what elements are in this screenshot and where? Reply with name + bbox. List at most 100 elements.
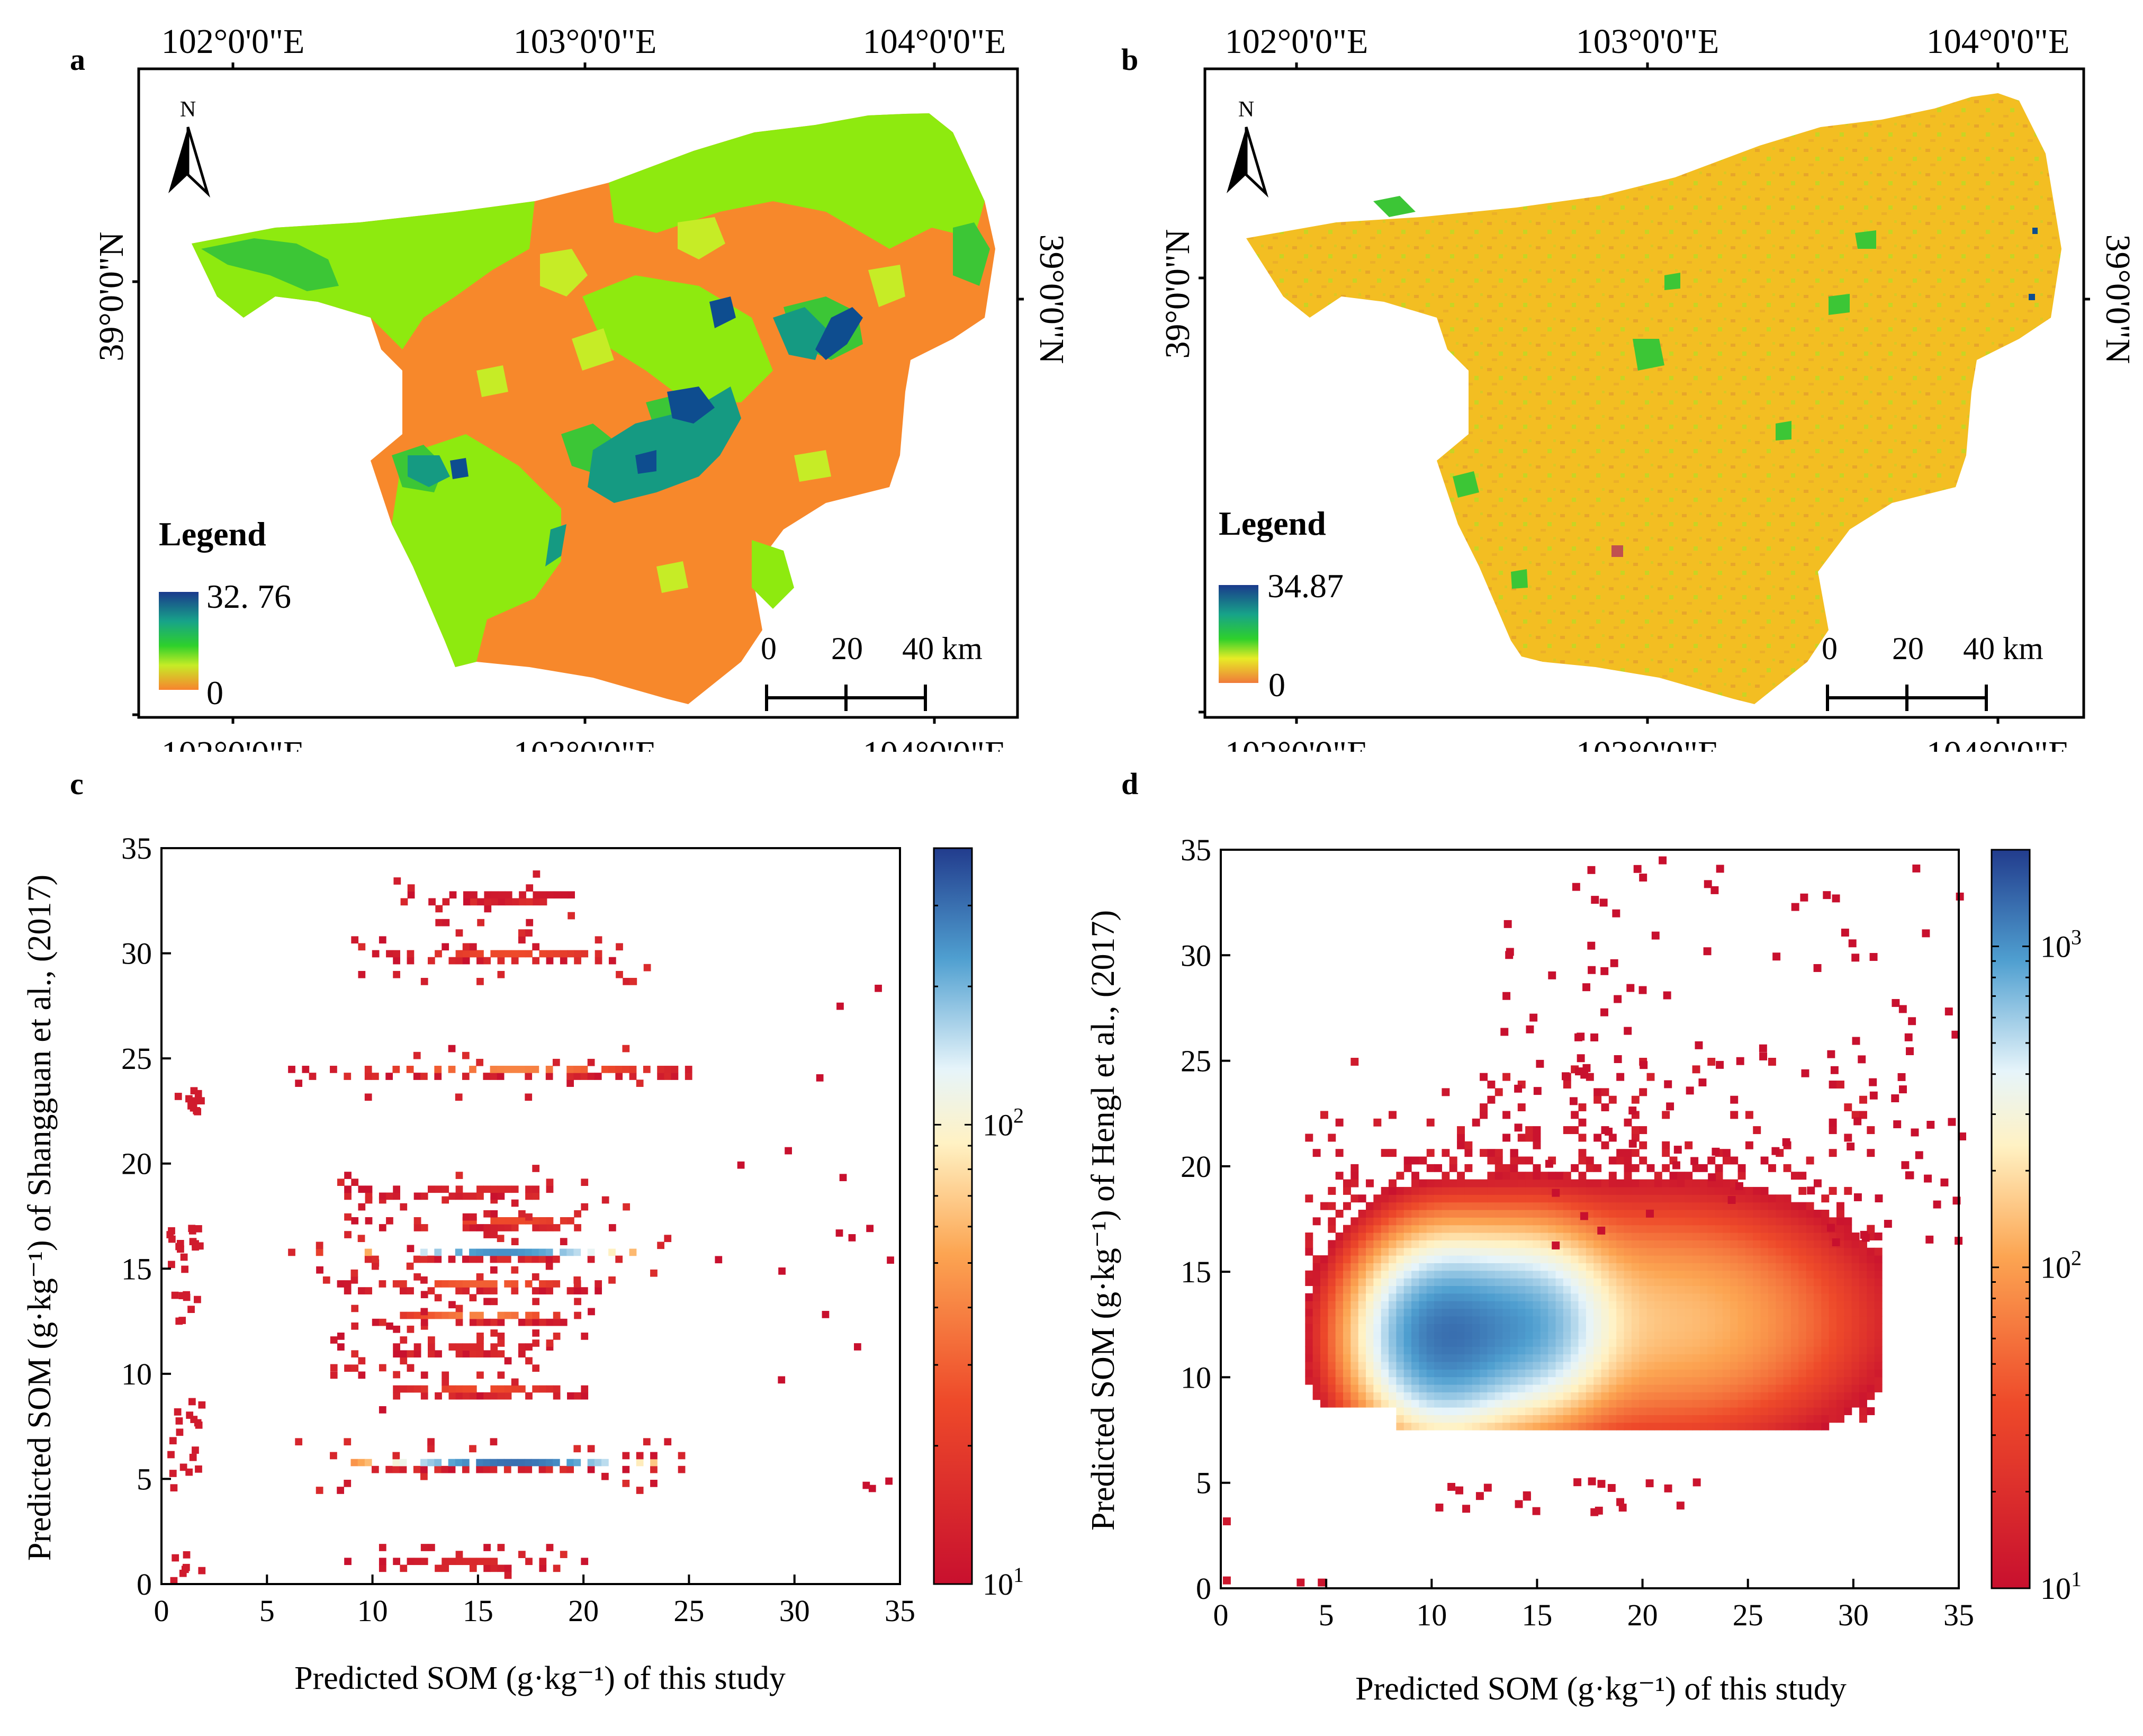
density-cell <box>1677 1278 1685 1287</box>
density-cell <box>1851 1293 1860 1301</box>
density-cell <box>1328 1316 1336 1324</box>
density-cell <box>1844 1346 1852 1355</box>
density-cell <box>1859 1369 1867 1378</box>
density-cell <box>448 1558 456 1566</box>
density-cell <box>1772 952 1781 961</box>
density-cell <box>1578 1179 1587 1188</box>
density-cell <box>1373 1399 1382 1408</box>
density-cell <box>1502 1225 1511 1233</box>
density-cell <box>490 1459 498 1467</box>
density-cell <box>1578 1354 1587 1362</box>
density-cell <box>1624 1149 1632 1157</box>
density-cell <box>1813 1240 1822 1248</box>
density-cell <box>1624 1308 1632 1317</box>
density-cell <box>1426 1233 1435 1240</box>
density-cell <box>1654 1354 1662 1362</box>
density-cell <box>1874 1346 1883 1355</box>
density-cell <box>1502 1324 1511 1332</box>
density-cell <box>1616 1240 1625 1248</box>
density-cell <box>1654 1301 1662 1309</box>
density-cell <box>1730 1225 1739 1233</box>
y-tick-label: 15 <box>121 1252 152 1286</box>
density-cell <box>1434 1338 1443 1347</box>
density-cell <box>1654 1392 1662 1400</box>
density-cell <box>1578 1134 1587 1142</box>
density-cell <box>567 950 574 958</box>
density-cell <box>1699 1240 1708 1248</box>
density-cell <box>1753 1399 1761 1408</box>
density-cell <box>1654 1361 1662 1370</box>
density-cell <box>1480 1301 1488 1309</box>
density-cell <box>1586 1316 1594 1324</box>
y-tick-label: 20 <box>1181 1149 1211 1184</box>
density-cell <box>1836 1346 1844 1355</box>
density-cell <box>1836 1202 1844 1210</box>
density-cell <box>1692 1217 1700 1226</box>
density-cell <box>1305 1338 1313 1347</box>
density-cell <box>664 1073 672 1080</box>
density-cell <box>1320 1278 1328 1287</box>
density-cell <box>1381 1263 1389 1271</box>
density-cell <box>1502 1255 1511 1264</box>
density-cell <box>587 1445 595 1453</box>
density-cell <box>1821 1247 1830 1256</box>
density-cell <box>455 1459 463 1467</box>
density-cell <box>1601 1361 1609 1370</box>
density-cell <box>1457 1263 1465 1271</box>
density-cell <box>337 1487 344 1494</box>
density-cell <box>1631 1399 1640 1408</box>
density-cell <box>1434 1285 1443 1294</box>
density-cell <box>1396 1209 1404 1218</box>
density-cell <box>503 1248 511 1256</box>
density-cell <box>1699 1377 1708 1385</box>
density-cell <box>1600 1008 1608 1017</box>
density-cell <box>1389 1209 1397 1218</box>
density-cell <box>1335 1316 1344 1324</box>
density-cell <box>1768 1384 1776 1392</box>
density-cell <box>1768 1285 1776 1294</box>
density-cell <box>1601 1399 1609 1408</box>
density-cell <box>1555 1361 1564 1370</box>
density-cell <box>1586 1308 1594 1317</box>
density-cell <box>1848 939 1857 948</box>
density-cell <box>1662 1346 1670 1355</box>
density-cell <box>1654 1247 1662 1256</box>
density-cell <box>671 1066 679 1073</box>
density-cell <box>1737 1407 1746 1415</box>
density-cell <box>1699 1278 1708 1287</box>
density-cell <box>1411 1338 1419 1347</box>
density-cell <box>1639 1263 1647 1271</box>
density-cell <box>1737 1301 1746 1309</box>
density-cell <box>1593 1186 1602 1195</box>
density-cell <box>1669 1369 1678 1378</box>
density-cell <box>1411 1225 1419 1233</box>
density-cell <box>1525 1407 1534 1415</box>
density-cell <box>1737 1263 1746 1271</box>
density-cell <box>1403 1422 1412 1431</box>
density-cell <box>1381 1278 1389 1287</box>
density-cell <box>1737 1240 1746 1248</box>
density-cell <box>1343 1399 1351 1408</box>
density-cell <box>1836 1278 1844 1287</box>
density-cell <box>1480 1308 1488 1317</box>
density-cell <box>174 1093 182 1100</box>
density-cell <box>1593 1399 1602 1408</box>
density-cell <box>1707 1202 1716 1210</box>
density-cell <box>449 891 457 899</box>
density-cell <box>490 1564 498 1572</box>
density-cell <box>1464 1270 1473 1279</box>
density-cell <box>1624 1422 1632 1431</box>
density-cell <box>636 1459 644 1467</box>
density-cell <box>357 1459 365 1467</box>
density-cell <box>1442 1422 1450 1431</box>
density-cell <box>358 1287 365 1294</box>
density-cell <box>629 1248 637 1256</box>
density-cell <box>1790 1399 1799 1408</box>
density-cell <box>1844 1338 1852 1347</box>
density-cell <box>1578 1270 1587 1279</box>
density-cell <box>1867 1308 1875 1317</box>
density-cell <box>1525 1324 1534 1332</box>
density-cell <box>1494 1217 1503 1226</box>
density-cell <box>1389 1111 1397 1119</box>
density-cell <box>1358 1194 1366 1203</box>
